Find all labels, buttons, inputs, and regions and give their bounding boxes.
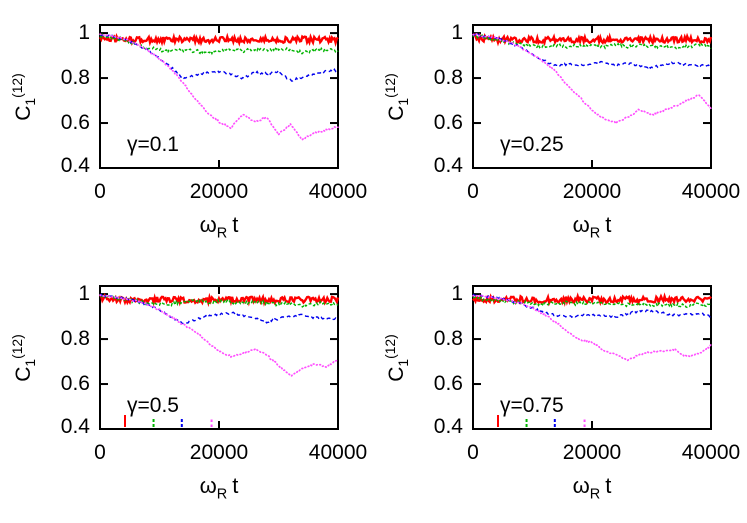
x-tick-label: 20000 [189,441,249,464]
subplot-gamma-0-5: C1(12) 1 0.8 0.6 0.4 γ=0.5 0 20000 40000… [0,261,374,523]
y-axis-label: C1(12) [9,288,39,428]
xlabel-base: ω [572,212,590,237]
x-tick-label: 0 [94,180,106,203]
gamma-annotation: γ=0.25 [500,133,564,156]
y-tick-label: 0.6 [433,372,463,395]
y-axis-label: C1(12) [382,288,412,428]
x-tick-label: 40000 [308,441,368,464]
ylabel-sup: (12) [9,334,25,359]
y-tick-label: 1 [451,21,463,44]
subplot-gamma-0-25: C1(12) 1 0.8 0.6 0.4 γ=0.25 0 20000 4000… [373,0,747,262]
x-axis-label: ωR t [522,212,662,241]
xlabel-sub: R [589,486,601,503]
x-tick-label: 40000 [681,441,741,464]
y-tick-label: 0.6 [60,372,90,395]
ylabel-sup: (12) [9,73,25,98]
y-tick-label: 0.8 [60,66,90,89]
xlabel-sub: R [216,225,228,242]
xlabel-rest: t [605,473,612,498]
x-tick-label: 40000 [308,180,368,203]
y-axis-label: C1(12) [9,27,39,167]
x-axis-label: ωR t [149,473,289,502]
ylabel-sub: 1 [22,97,39,106]
ylabel-sub: 1 [22,358,39,367]
xlabel-base: ω [572,473,590,498]
x-tick-label: 0 [94,441,106,464]
x-axis-label: ωR t [522,473,662,502]
gamma-annotation: γ=0.5 [127,394,179,417]
y-tick-label: 0.4 [60,154,90,177]
plot-canvas [472,285,712,430]
y-tick-label: 1 [78,21,90,44]
xlabel-rest: t [232,473,239,498]
plot-canvas [99,285,340,430]
gamma-annotation: γ=0.75 [500,394,564,417]
xlabel-base: ω [199,473,217,498]
y-tick-label: 1 [451,282,463,305]
x-tick-label: 20000 [189,180,249,203]
x-tick-label: 0 [467,441,479,464]
xlabel-base: ω [199,212,217,237]
x-tick-label: 40000 [681,180,741,203]
y-tick-label: 0.6 [433,111,463,134]
plot-canvas [98,24,339,169]
y-tick-label: 1 [78,282,90,305]
xlabel-rest: t [232,212,239,237]
xlabel-sub: R [589,225,601,242]
y-tick-label: 0.4 [433,415,463,438]
y-tick-label: 0.8 [433,66,463,89]
x-tick-label: 20000 [562,441,622,464]
xlabel-rest: t [605,212,612,237]
y-tick-label: 0.4 [433,154,463,177]
x-tick-label: 20000 [562,180,622,203]
ylabel-sup: (12) [382,334,398,359]
gamma-annotation: γ=0.1 [127,133,179,156]
ylabel-sub: 1 [395,97,412,106]
x-tick-label: 0 [467,180,479,203]
x-axis-label: ωR t [149,212,289,241]
subplot-gamma-0-1: C1(12) 1 0.8 0.6 0.4 γ=0.1 0 20000 40000… [0,0,374,262]
ylabel-sub: 1 [395,358,412,367]
y-axis-label: C1(12) [382,27,412,167]
y-tick-label: 0.4 [60,415,90,438]
y-tick-label: 0.6 [60,111,90,134]
plot-canvas [472,24,713,169]
y-tick-label: 0.8 [433,327,463,350]
ylabel-sup: (12) [382,73,398,98]
xlabel-sub: R [216,486,228,503]
subplot-gamma-0-75: C1(12) 1 0.8 0.6 0.4 γ=0.75 0 20000 4000… [373,261,747,523]
y-tick-label: 0.8 [60,327,90,350]
